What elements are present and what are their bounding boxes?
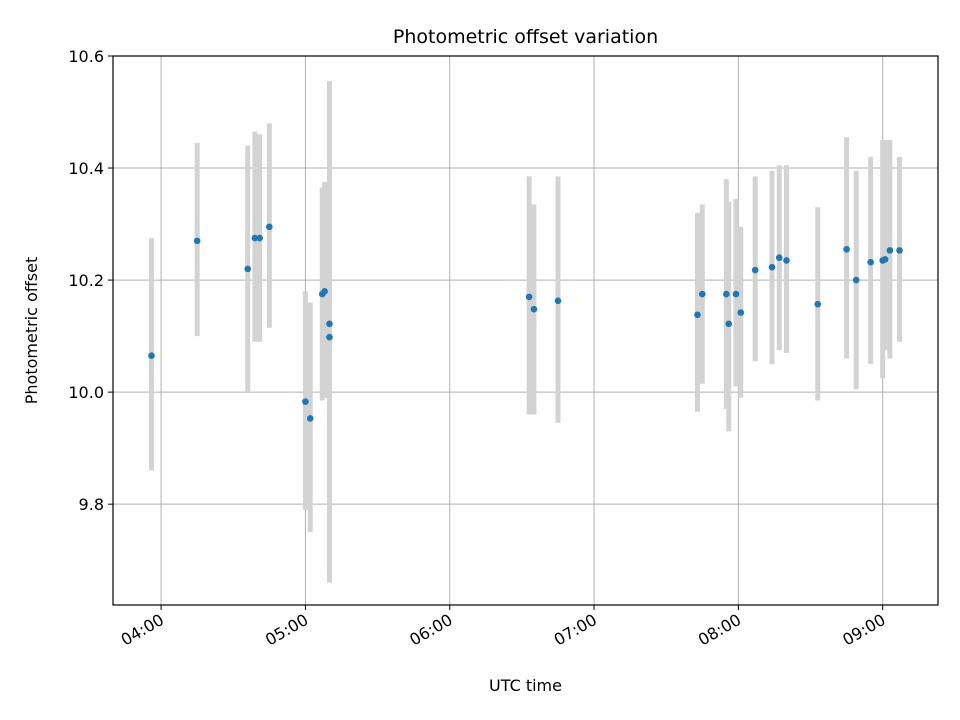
- data-point: [843, 245, 850, 253]
- y-axis-ticks: 9.8 10.0 10.2 10.4 10.6: [68, 47, 113, 514]
- chart-title: Photometric offset variation: [393, 26, 658, 48]
- data-point: [881, 256, 889, 263]
- data-point: [251, 234, 259, 242]
- data-point: [732, 290, 740, 298]
- axes-frame: [112, 55, 939, 606]
- y-tick-label: 10.0: [68, 383, 104, 402]
- data-point: [244, 265, 251, 273]
- data-point: [193, 237, 201, 245]
- data-point: [783, 257, 790, 264]
- data-point: [530, 305, 538, 313]
- data-point: [768, 263, 776, 271]
- y-tick-label: 10.6: [68, 47, 104, 66]
- data-point: [525, 293, 533, 301]
- data-point: [698, 290, 706, 298]
- data-point: [326, 333, 333, 341]
- y-tick-label: 9.8: [79, 495, 104, 514]
- data-point: [694, 311, 701, 319]
- y-axis-label: Photometric offset: [22, 257, 41, 405]
- data-point: [852, 276, 860, 284]
- data-point: [306, 415, 314, 422]
- data-point: [321, 287, 328, 295]
- data-point: [256, 234, 264, 242]
- data-point: [886, 247, 894, 254]
- data-point: [326, 320, 333, 328]
- data-point: [896, 247, 903, 254]
- data-point: [775, 254, 783, 261]
- data-point: [814, 300, 822, 308]
- y-tick-label: 10.4: [68, 159, 104, 178]
- data-point: [302, 398, 309, 405]
- data-point: [554, 297, 562, 305]
- y-tick-label: 10.2: [68, 271, 104, 290]
- data-point: [751, 266, 759, 274]
- data-point: [737, 309, 745, 316]
- data-point: [867, 258, 874, 266]
- data-point: [725, 320, 733, 328]
- data-point: [723, 290, 730, 298]
- x-axis-label: UTC time: [489, 676, 562, 695]
- data-points: [148, 223, 903, 422]
- data-point: [148, 352, 155, 360]
- data-point: [266, 223, 273, 231]
